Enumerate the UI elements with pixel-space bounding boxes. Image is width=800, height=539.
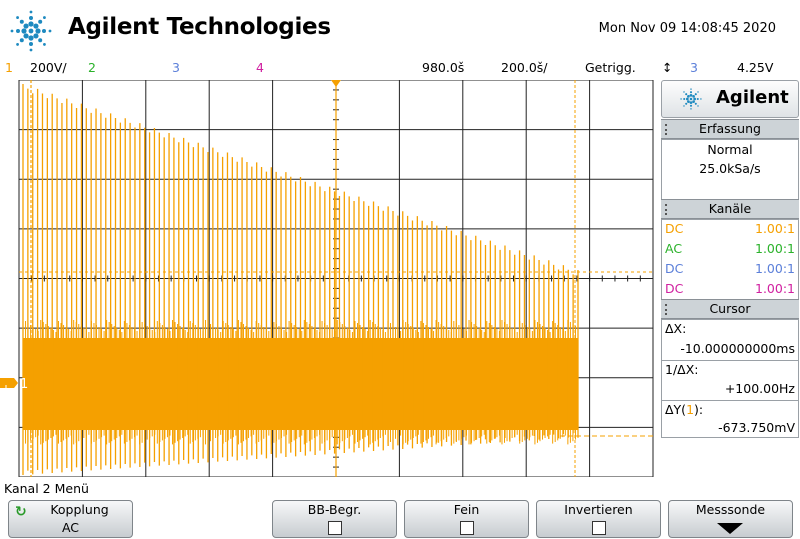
ground-icon xyxy=(2,385,10,393)
ch3-probe-ratio: 1.00:1 xyxy=(755,261,795,276)
invert-label: Invertieren xyxy=(564,502,633,517)
agilent-button[interactable]: Agilent xyxy=(661,80,799,118)
ch1-coupling: DC xyxy=(665,221,684,236)
bw-limit-checkbox[interactable] xyxy=(328,521,342,535)
softkey-menu-title: Kanal 2 Menü xyxy=(4,481,89,496)
channel-1-waveform xyxy=(22,84,579,475)
agilent-small-logo-icon xyxy=(680,88,702,110)
ch3-coupling: DC xyxy=(665,261,684,276)
agilent-logo-icon xyxy=(10,10,52,52)
ch4-number[interactable]: 4 xyxy=(256,60,264,75)
fine-checkbox[interactable] xyxy=(460,521,474,535)
cursor-box[interactable]: ΔX: -10.000000000ms 1/ΔX: +100.00Hz ΔY(1… xyxy=(661,319,799,438)
delta-y-label: ΔY(1): xyxy=(665,402,704,417)
sample-rate: 25.0kSa/s xyxy=(699,161,761,176)
fine-label: Fein xyxy=(453,502,480,517)
delta-x-label: ΔX: xyxy=(665,321,687,336)
probe-softkey[interactable]: Messsonde xyxy=(668,500,793,538)
probe-label: Messsonde xyxy=(695,502,766,517)
waveform-display[interactable]: 1 xyxy=(0,80,659,477)
ch2-coupling: AC xyxy=(665,241,683,256)
screen-markers: 1 xyxy=(0,80,653,477)
agilent-button-label: Agilent xyxy=(716,87,789,108)
inverse-delta-x-value: +100.00Hz xyxy=(724,381,795,396)
coupling-value: AC xyxy=(61,520,80,535)
ch4-coupling: DC xyxy=(665,281,684,296)
timebase[interactable]: 200.0š/ xyxy=(501,60,548,75)
ch4-probe-ratio: 1.00:1 xyxy=(755,281,795,296)
rotate-knob-icon: ↻ xyxy=(15,504,27,520)
brand-title: Agilent Technologies xyxy=(68,14,331,40)
coupling-softkey[interactable]: ↻ Kopplung AC xyxy=(8,500,133,538)
channels-title: Kanäle xyxy=(661,199,799,219)
ch1-scale[interactable]: 200Ⅴ/ xyxy=(30,60,67,75)
invert-checkbox[interactable] xyxy=(592,521,606,535)
ch1-marker-label: 1 xyxy=(20,377,28,392)
trigger-source[interactable]: 3 xyxy=(690,60,698,75)
trigger-mode[interactable]: Getrigg. xyxy=(585,60,636,75)
submenu-arrow-icon xyxy=(717,523,743,534)
ch2-number[interactable]: 2 xyxy=(88,60,96,75)
bw-limit-label: BB-Begr. xyxy=(307,502,362,517)
invert-softkey[interactable]: Invertieren xyxy=(536,500,661,538)
horizontal-delay[interactable]: 980.0š xyxy=(422,60,465,75)
bw-limit-softkey[interactable]: BB-Begr. xyxy=(272,500,397,538)
acquisition-box[interactable]: Normal 25.0kSa/s xyxy=(661,139,799,201)
fine-softkey[interactable]: Fein xyxy=(404,500,529,538)
trigger-edge-icon: ↕ xyxy=(662,60,673,75)
datetime: Mon Nov 09 14:08:45 2020 xyxy=(598,21,776,36)
trigger-level[interactable]: 4.25V xyxy=(737,60,774,75)
acquisition-mode: Normal xyxy=(707,142,753,157)
ch2-probe-ratio: 1.00:1 xyxy=(755,241,795,256)
side-panel: Agilent Erfassung Normal 25.0kSa/s Kanäl… xyxy=(660,80,800,477)
channels-box[interactable]: DC 1.00:1 AC 1.00:1 DC 1.00:1 DC 1.00:1 xyxy=(661,219,799,301)
status-bar: 1 200Ⅴ/ 2 3 4 980.0š 200.0š/ Getrigg. ↕ … xyxy=(0,58,800,78)
cursor-title: Cursor xyxy=(661,299,799,319)
delta-x-value: -10.000000000ms xyxy=(680,341,795,356)
ch3-number[interactable]: 3 xyxy=(172,60,180,75)
coupling-label: Kopplung xyxy=(50,502,109,517)
ch1-probe-ratio: 1.00:1 xyxy=(755,221,795,236)
acquisition-title: Erfassung xyxy=(661,119,799,139)
ch1-number[interactable]: 1 xyxy=(5,60,13,75)
inverse-delta-x-label: 1/ΔX: xyxy=(665,362,699,377)
delta-y-value: -673.750mV xyxy=(718,420,795,435)
